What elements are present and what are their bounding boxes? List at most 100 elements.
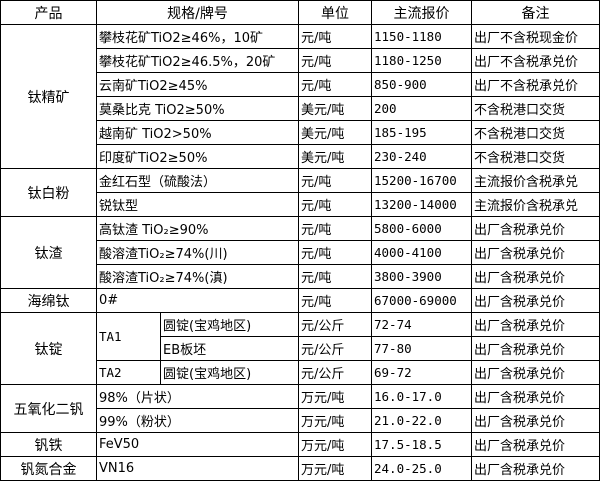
table-row: 莫桑比克 TiO2≥50% 美元/吨 200 不含税港口交货	[1, 96, 600, 121]
note-cell: 出厂含税承兑价	[471, 432, 600, 457]
table-row: 海绵钛 0# 元/吨 67000-69000 出厂含税承兑价	[0, 288, 600, 313]
price-cell: 72-74	[371, 312, 472, 337]
spec-cell: 云南矿TiO2≥45%	[96, 72, 299, 97]
unit-cell: 元/吨	[298, 192, 372, 217]
unit-cell: 元/公斤	[298, 336, 372, 361]
header-spec: 规格/牌号	[96, 0, 299, 25]
spec-cell: 高钛渣 TiO₂≥90%	[96, 216, 299, 241]
grade-cell: TA1	[96, 312, 161, 361]
unit-cell: 万元/吨	[298, 408, 372, 433]
table-row: 钒氮合金 VN16 万元/吨 24.0-25.0 出厂含税承兑价	[0, 456, 600, 481]
header-unit: 单位	[298, 0, 372, 25]
note-cell: 出厂含税承兑价	[471, 360, 600, 385]
spec-cell: 越南矿 TiO2>50%	[96, 120, 299, 145]
header-row: 产品 规格/牌号 单位 主流报价 备注	[0, 0, 600, 25]
unit-cell: 元/公斤	[298, 312, 372, 337]
form-cell: 圆锭(宝鸡地区)	[160, 360, 299, 385]
table-row: 越南矿 TiO2>50% 美元/吨 185-195 不含税港口交货	[1, 120, 600, 145]
table-row: 钛精矿 攀枝花矿TiO2≥46%，10矿 元/吨 1150-1180 出厂不含税现金价	[0, 24, 600, 169]
note-cell: 出厂含税承兑价	[471, 264, 600, 289]
note-cell: 出厂含税承兑价	[471, 312, 600, 337]
note-cell: 出厂含税承兑价	[471, 408, 600, 433]
spec-cell: 0#	[96, 288, 299, 313]
product-cell: 钒铁	[0, 432, 97, 457]
unit-cell: 美元/吨	[298, 96, 372, 121]
unit-cell: 元/公斤	[298, 360, 372, 385]
price-cell: 230-240	[371, 144, 472, 169]
header-price: 主流报价	[371, 0, 472, 25]
unit-cell: 万元/吨	[298, 432, 372, 457]
price-cell: 77-80	[371, 336, 472, 361]
note-cell: 主流报价含税承兑	[471, 192, 600, 217]
spec-cell: 锐钛型	[96, 192, 299, 217]
note-cell: 主流报价含税承兑	[471, 168, 600, 193]
unit-cell: 元/吨	[298, 48, 372, 73]
spec-cell: 98%（片状）	[96, 384, 299, 409]
note-cell: 出厂不含税承兑价	[471, 48, 600, 73]
price-cell: 5800-6000	[371, 216, 472, 241]
unit-cell: 元/吨	[298, 264, 372, 289]
product-cell: 海绵钛	[0, 288, 97, 313]
table-row: 云南矿TiO2≥45% 元/吨 850-900 出厂不含税承兑价	[1, 72, 600, 97]
price-cell: 17.5-18.5	[371, 432, 472, 457]
price-cell: 850-900	[371, 72, 472, 97]
product-cell: 钛渣	[0, 216, 97, 289]
price-cell: 1180-1250	[371, 48, 472, 73]
product-cell: 钛精矿	[0, 24, 97, 169]
note-cell: 出厂不含税现金价	[471, 24, 600, 49]
table-row: 钛锭 TA1 圆锭(宝鸡地区) 元/公斤 72-74 出厂含税承兑价	[0, 312, 600, 385]
unit-cell: 元/吨	[298, 168, 372, 193]
note-cell: 不含税港口交货	[471, 96, 600, 121]
price-cell: 21.0-22.0	[371, 408, 472, 433]
price-cell: 69-72	[371, 360, 472, 385]
form-cell: EB板坯	[160, 336, 299, 361]
spec-cell: 印度矿TiO2≥50%	[96, 144, 299, 169]
header-note: 备注	[471, 0, 600, 25]
spec-cell: 99%（粉状）	[96, 408, 299, 433]
note-cell: 出厂不含税承兑价	[471, 72, 600, 97]
unit-cell: 万元/吨	[298, 456, 372, 481]
table-row: 钛白粉 金红石型（硫酸法） 元/吨 15200-16700 主流报价含税承兑	[0, 168, 600, 217]
price-cell: 4000-4100	[371, 240, 472, 265]
spec-cell: 攀枝花矿TiO2≥46%，10矿	[96, 24, 299, 49]
unit-cell: 元/吨	[298, 24, 372, 49]
price-cell: 1150-1180	[371, 24, 472, 49]
note-cell: 出厂含税承兑价	[471, 336, 600, 361]
table-row: 锐钛型 元/吨 13200-14000 主流报价含税承兑	[1, 192, 600, 217]
price-cell: 3800-3900	[371, 264, 472, 289]
unit-cell: 美元/吨	[298, 120, 372, 145]
price-cell: 24.0-25.0	[371, 456, 472, 481]
note-cell: 出厂含税承兑价	[471, 216, 600, 241]
unit-cell: 美元/吨	[298, 144, 372, 169]
spec-cell: 酸溶渣TiO₂≥74%(川)	[96, 240, 299, 265]
note-cell: 不含税港口交货	[471, 120, 600, 145]
spec-cell: 酸溶渣TiO₂≥74%(滇)	[96, 264, 299, 289]
spec-cell: VN16	[96, 456, 299, 481]
header-product: 产品	[0, 0, 97, 25]
note-cell: 出厂含税承兑价	[471, 384, 600, 409]
note-cell: 出厂含税承兑价	[471, 288, 600, 313]
price-cell: 15200-16700	[371, 168, 472, 193]
note-cell: 不含税港口交货	[471, 144, 600, 169]
table-row: 攀枝花矿TiO2≥46.5%，20矿 元/吨 1180-1250 出厂不含税承兑价	[1, 48, 600, 73]
price-cell: 67000-69000	[371, 288, 472, 313]
unit-cell: 元/吨	[298, 240, 372, 265]
note-cell: 出厂含税承兑价	[471, 456, 600, 481]
price-cell: 16.0-17.0	[371, 384, 472, 409]
product-cell: 钒氮合金	[0, 456, 97, 481]
grade-cell: TA2	[96, 360, 161, 385]
unit-cell: 万元/吨	[298, 384, 372, 409]
price-cell: 185-195	[371, 120, 472, 145]
unit-cell: 元/吨	[298, 72, 372, 97]
price-cell: 200	[371, 96, 472, 121]
spec-cell: 莫桑比克 TiO2≥50%	[96, 96, 299, 121]
unit-cell: 元/吨	[298, 216, 372, 241]
table-row: 印度矿TiO2≥50% 美元/吨 230-240 不含税港口交货	[1, 144, 600, 169]
spec-cell: FeV50	[96, 432, 299, 457]
table-row: 酸溶渣TiO₂≥74%(川) 元/吨 4000-4100 出厂含税承兑价	[1, 240, 600, 265]
table-row: 钒铁 FeV50 万元/吨 17.5-18.5 出厂含税承兑价	[0, 432, 600, 457]
unit-cell: 元/吨	[298, 288, 372, 313]
spec-cell: 攀枝花矿TiO2≥46.5%，20矿	[96, 48, 299, 73]
price-cell: 13200-14000	[371, 192, 472, 217]
table-row: 钛渣 高钛渣 TiO₂≥90% 元/吨 5800-6000 出厂含税承兑价	[0, 216, 600, 289]
